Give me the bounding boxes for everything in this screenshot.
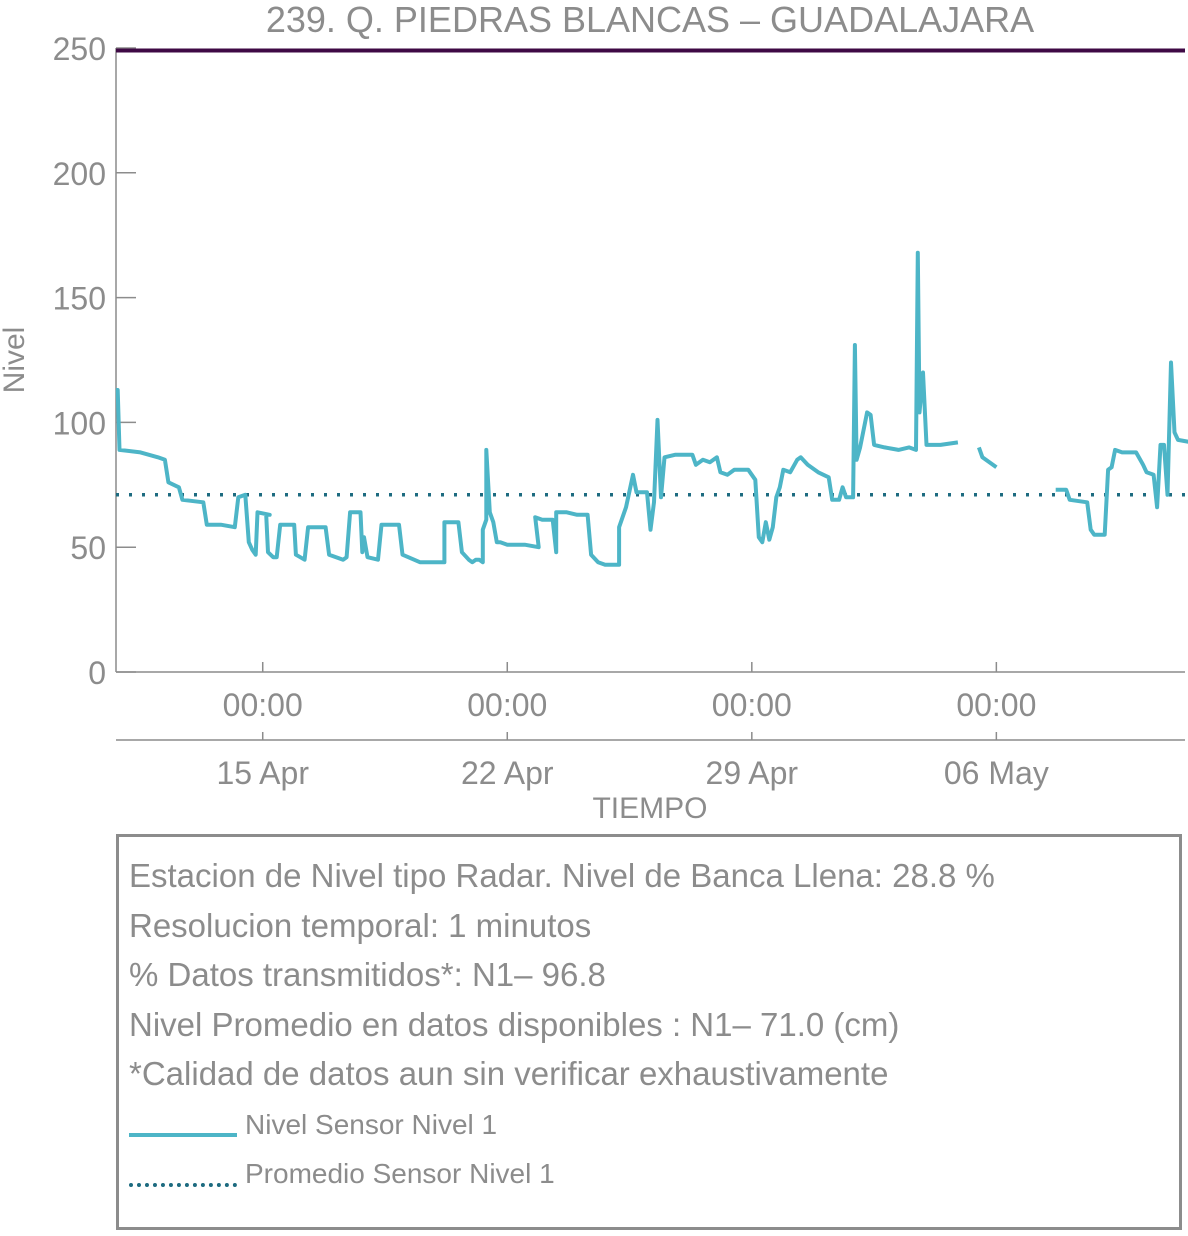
y-tick-label: 200 [53,156,106,192]
level-series-line [115,250,959,567]
level-series-line [1055,360,1188,537]
level-series-line [977,446,998,469]
y-tick-label: 250 [53,31,106,67]
chart-title: 239. Q. PIEDRAS BLANCAS – GUADALAJARA [266,0,1034,40]
legend-box: Estacion de Nivel tipo Radar. Nivel de B… [116,834,1182,1230]
x-tick-date-label: 29 Apr [706,755,799,791]
x-tick-time-label: 00:00 [223,687,303,723]
legend-info-station: Estacion de Nivel tipo Radar. Nivel de B… [129,857,995,894]
y-axis-label: Nivel [0,327,31,394]
legend-info-resolution: Resolucion temporal: 1 minutos [129,907,592,944]
legend-info-average: Nivel Promedio en datos disponibles : N1… [129,1006,900,1043]
y-tick-label: 0 [88,655,106,691]
plot-area: 0 50 100 150 200 250 00:00 15 Apr 00:00 22 Apr 00:… [53,31,1188,791]
x-axis-label: TIEMPO [592,792,707,825]
legend-label-average: Promedio Sensor Nivel 1 [245,1158,555,1189]
level-chart: 239. Q. PIEDRAS BLANCAS – GUADALAJARA Ni… [0,0,1188,825]
x-tick-time-label: 00:00 [712,687,792,723]
y-tick-label: 100 [53,405,106,441]
legend-swatch-average [129,1183,237,1187]
x-tick-date-label: 22 Apr [461,755,554,791]
legend-label-level: Nivel Sensor Nivel 1 [245,1109,498,1140]
legend-swatch-level [129,1133,237,1137]
x-tick-time-label: 00:00 [956,687,1036,723]
x-tick-time-label: 00:00 [467,687,547,723]
legend-info-transmitted: % Datos transmitidos*: N1– 96.8 [129,956,606,993]
y-tick-label: 150 [53,281,106,317]
x-tick-date-label: 06 May [944,755,1049,791]
y-tick-label: 50 [70,530,106,566]
x-tick-date-label: 15 Apr [216,755,309,791]
legend-info-quality: *Calidad de datos aun sin verificar exha… [129,1055,889,1092]
